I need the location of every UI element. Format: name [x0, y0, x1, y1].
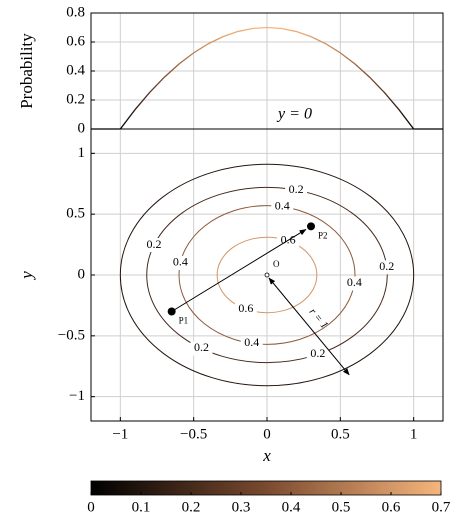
y-tick-label: 0.4 — [66, 62, 85, 78]
x-tick-label: 0 — [263, 426, 271, 442]
arrow — [171, 229, 307, 312]
annotation: y = 0 — [276, 106, 312, 123]
contour — [119, 163, 415, 387]
x-tick-label: −0.5 — [180, 426, 207, 442]
colorbar — [90, 480, 442, 496]
contour-label: 0.2 — [194, 340, 209, 354]
x-tick-label: 0.5 — [331, 426, 350, 442]
point — [264, 272, 270, 278]
colorbar-tick-label: 0.3 — [232, 499, 251, 515]
radius-arrow — [268, 277, 350, 376]
contour-label: 0.2 — [379, 259, 394, 273]
x-tick-label: −1 — [112, 426, 128, 442]
point — [307, 222, 315, 231]
y-tick-label: 0.8 — [66, 4, 85, 20]
colorbar-tick-label: 0.7 — [432, 499, 451, 515]
contour — [178, 205, 356, 345]
contour — [146, 186, 388, 364]
y-tick-label: −1 — [69, 388, 85, 404]
contour-label: 0.2 — [146, 237, 161, 251]
y-axis-title: y — [17, 271, 36, 281]
y-tick-label: 0.6 — [66, 33, 85, 49]
colorbar-tick-label: 0.1 — [132, 499, 151, 515]
contour-label: 0.2 — [310, 346, 325, 360]
contour-label: 0.4 — [275, 198, 290, 212]
x-tick-label: 1 — [410, 426, 418, 442]
point-label: P2 — [318, 230, 328, 240]
y-tick-label: 0.5 — [66, 206, 85, 222]
y-axis-title: Probability — [17, 33, 36, 109]
y-tick-label: 0.2 — [66, 91, 85, 107]
contour-label: 0.6 — [238, 301, 253, 315]
probability-curve — [91, 26, 443, 130]
point-label: O — [273, 259, 280, 269]
contour-label: 0.4 — [347, 275, 362, 289]
colorbar-tick-label: 0 — [87, 499, 95, 515]
colorbar-tick-label: 0.4 — [282, 499, 301, 515]
contour-label: 0.6 — [281, 233, 296, 247]
colorbar-tick-label: 0.5 — [332, 499, 351, 515]
y-tick-label: 1 — [78, 145, 86, 161]
contour — [216, 236, 318, 314]
y-tick-label: 0 — [78, 120, 86, 136]
x-axis-title: x — [262, 446, 271, 465]
contour-label: 0.4 — [173, 255, 188, 269]
contour-label: 0.4 — [244, 335, 259, 349]
contour-label: 0.2 — [289, 182, 304, 196]
point-label: P1 — [179, 316, 189, 326]
y-tick-label: 0 — [78, 266, 86, 282]
colorbar-tick-label: 0.6 — [382, 499, 401, 515]
plot-frame — [90, 128, 444, 422]
point — [167, 307, 176, 316]
y-tick-label: −0.5 — [58, 327, 85, 343]
colorbar-tick-label: 0.2 — [182, 499, 201, 515]
